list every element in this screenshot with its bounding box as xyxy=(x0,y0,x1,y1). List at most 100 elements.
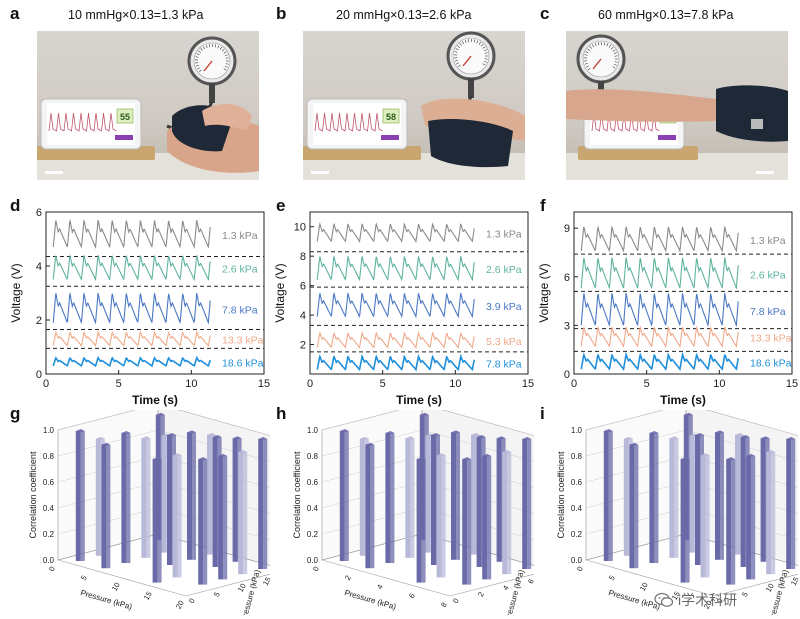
series-label: 2.6 kPa xyxy=(222,264,258,276)
y-tick-label: 3 xyxy=(564,320,570,332)
heart-rate-value: 55 xyxy=(120,112,130,122)
series-line xyxy=(316,330,475,350)
grid-line xyxy=(321,429,423,457)
bar xyxy=(603,429,613,561)
x-tick-label: 0 xyxy=(575,565,585,573)
x-axis-label: Pressure (kPa) xyxy=(343,588,397,611)
z-tick-label: 0.0 xyxy=(307,556,319,565)
grid-line xyxy=(585,429,687,457)
grid-line xyxy=(706,410,798,436)
photo-panel-b: 58 xyxy=(303,31,525,180)
y-axis-label: Voltage (V) xyxy=(537,263,551,322)
x-tick-label: 15 xyxy=(786,378,798,390)
bar xyxy=(218,453,228,580)
series-line xyxy=(52,291,211,325)
bar xyxy=(746,453,756,580)
x-tick-label: 10 xyxy=(449,378,461,390)
y-tick-label: 0 xyxy=(187,597,197,605)
panel-letter-h: h xyxy=(276,404,287,423)
x-axis-label: Time (s) xyxy=(660,393,706,407)
y-tick-label: 9 xyxy=(564,223,570,235)
wechat-icon xyxy=(654,592,674,608)
grid-line xyxy=(585,410,664,431)
grid-line xyxy=(57,429,159,457)
chart-f: 0 5 10 15 0 3 6 9 Time (s) Voltage (V) 1.3 kPa 2.6 … xyxy=(536,196,798,410)
grid-line xyxy=(442,410,534,436)
scale-bar xyxy=(45,171,63,174)
y-tick-label: 4 xyxy=(300,310,306,322)
series-line xyxy=(316,353,475,372)
series-label: 13.3 kPa xyxy=(222,335,264,347)
y-tick-label: 10 xyxy=(294,222,306,234)
z-tick-label: 0.6 xyxy=(571,478,583,487)
x-tick-label: 5 xyxy=(79,574,89,582)
x-axis-label: Time (s) xyxy=(396,393,442,407)
y-tick-label: 6 xyxy=(526,577,534,585)
y-tick-label: 2 xyxy=(36,315,42,327)
series-label: 5.3 kPa xyxy=(486,336,522,348)
series-label: 13.3 kPa xyxy=(750,333,792,345)
gauge-icon xyxy=(187,36,237,103)
z-tick-label: 0.8 xyxy=(571,452,583,461)
y-tick-label: 4 xyxy=(501,584,511,592)
y-tick-label: 6 xyxy=(300,281,306,293)
z-axis-label: Correlation coefficient xyxy=(292,451,302,538)
x-tick-label: 0 xyxy=(311,565,321,573)
z-tick-label: 0.2 xyxy=(307,530,319,539)
x-tick-label: 0 xyxy=(571,378,577,390)
bar xyxy=(436,453,446,578)
x-tick-label: 5 xyxy=(644,378,650,390)
series-label: 2.6 kPa xyxy=(750,269,786,281)
x-tick-label: 0 xyxy=(43,378,49,390)
series-line xyxy=(580,225,739,253)
x-tick-label: 10 xyxy=(185,378,197,390)
heart-rate-box xyxy=(116,108,134,124)
cuff-clip xyxy=(751,119,763,129)
grid-line xyxy=(178,410,270,436)
x-tick-label: 20 xyxy=(702,599,714,611)
bar xyxy=(680,457,690,583)
series-line xyxy=(316,221,475,243)
bar xyxy=(365,442,375,569)
series-line xyxy=(52,219,211,250)
bar xyxy=(339,429,349,561)
bar xyxy=(451,430,460,560)
x-tick-label: 15 xyxy=(142,590,154,602)
cuff xyxy=(716,85,788,142)
x-tick-label: 15 xyxy=(670,590,682,602)
x-tick-label: 20 xyxy=(174,599,186,611)
series-label: 7.8 kPa xyxy=(486,359,522,371)
series-label: 7.8 kPa xyxy=(750,306,786,318)
z-tick-label: 0.4 xyxy=(571,504,583,513)
panel-letter-i: i xyxy=(540,404,545,423)
bar-chart-i: 0.0 0.2 0.4 0.6 0.8 1.0 Correlation coefficien… xyxy=(548,410,798,615)
z-tick-label: 1.0 xyxy=(43,426,55,435)
series-label: 1.3 kPa xyxy=(486,229,522,241)
series-line xyxy=(316,291,475,319)
x-tick-label: 5 xyxy=(607,574,617,582)
bar xyxy=(726,457,736,585)
x-tick-label: 10 xyxy=(713,378,725,390)
bar xyxy=(669,436,679,558)
series-label: 1.3 kPa xyxy=(750,235,786,247)
bar xyxy=(766,450,776,575)
series-label: 18.6 kPa xyxy=(750,358,792,370)
y-tick-label: 8 xyxy=(300,251,306,263)
bar xyxy=(187,430,196,560)
watermark: i学术科研 xyxy=(654,590,737,610)
series-line xyxy=(580,351,739,372)
bar xyxy=(482,453,492,580)
z-tick-label: 0.4 xyxy=(43,504,55,513)
gauge-icon xyxy=(446,31,496,98)
panel-a-title: 10 mmHg×0.13=1.3 kPa xyxy=(68,8,204,22)
series-label: 18.6 kPa xyxy=(222,357,264,369)
bar xyxy=(522,437,532,569)
z-tick-label: 0.2 xyxy=(571,530,583,539)
bar xyxy=(629,442,639,569)
y-tick-label: 0 xyxy=(36,369,42,381)
y-tick-label: 6 xyxy=(36,207,42,219)
y-tick-label: 15 xyxy=(789,575,798,587)
x-tick-label: 15 xyxy=(522,378,534,390)
series-line xyxy=(580,325,739,349)
heart-rate-value: 58 xyxy=(386,112,396,122)
